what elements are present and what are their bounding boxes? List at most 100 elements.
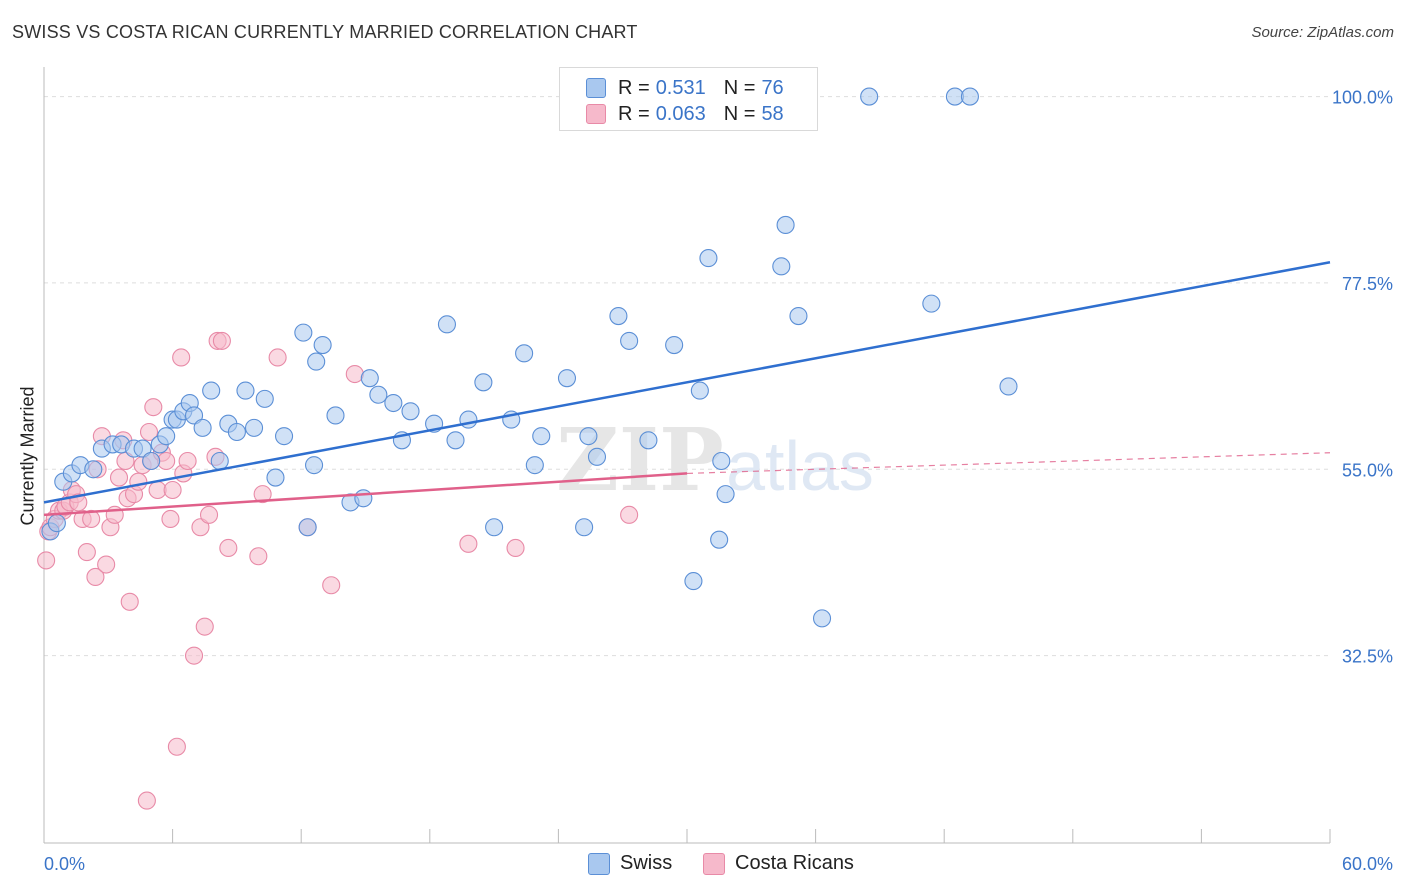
costa-rican-point (345, 364, 364, 384)
legend-swatch-costa (586, 104, 606, 124)
swiss-point (474, 373, 493, 392)
swiss-point (133, 439, 152, 458)
swiss-point (532, 427, 551, 446)
swiss-point (236, 381, 255, 400)
swiss-point (922, 294, 941, 313)
bottom-legend-swatch-costa (703, 852, 725, 875)
costa-rican-point (219, 538, 238, 558)
costa-rican-trend-extension (686, 452, 1331, 475)
legend-n-label: N = (723, 76, 756, 99)
watermark-atlas: atlas (726, 427, 874, 505)
swiss-point (609, 307, 628, 326)
costa-rican-point (191, 518, 210, 537)
swiss-point (298, 518, 317, 537)
swiss-point (789, 307, 808, 326)
correlation-legend: R = 0.531 N = 76 R = 0.063 N = 58 (559, 67, 818, 131)
swiss-point (360, 369, 379, 388)
costa-rican-point (157, 451, 176, 471)
costa-rican-point (322, 576, 341, 595)
chart-source: Source: ZipAtlas.com (1251, 24, 1394, 41)
swiss-point (716, 485, 735, 504)
costa-rican-trend-line (43, 472, 688, 517)
swiss-point (690, 381, 709, 400)
costa-rican-point (129, 472, 148, 491)
costa-rican-point (97, 555, 116, 574)
costa-rican-point (69, 493, 88, 512)
swiss-point (776, 215, 795, 234)
costa-rican-point (268, 348, 287, 367)
swiss-point (446, 431, 465, 450)
chart-title: SWISS VS COSTA RICAN CURRENTLY MARRIED C… (12, 22, 638, 42)
costa-rican-point (77, 543, 96, 562)
costa-rican-point (178, 451, 197, 471)
costa-rican-point (137, 791, 156, 810)
swiss-point (227, 422, 246, 442)
swiss-point (157, 427, 176, 446)
bottom-legend-swiss: Swiss (588, 852, 672, 875)
costa-rican-point (620, 505, 639, 524)
costa-rican-point (199, 505, 219, 524)
legend-row-costa: R = 0.063 N = 58 (586, 102, 784, 126)
swiss-point (712, 451, 731, 471)
swiss-point (999, 377, 1018, 396)
swiss-point (142, 451, 161, 471)
costa-rican-point (163, 480, 182, 500)
swiss-point (307, 352, 326, 371)
swiss-trend-line (43, 260, 1331, 504)
costa-rican-point (161, 509, 180, 529)
costa-rican-point (249, 547, 268, 566)
costa-rican-point (212, 331, 231, 350)
costa-rican-point (86, 567, 105, 587)
bottom-legend-costa: Costa Ricans (703, 852, 854, 875)
swiss-point (579, 427, 598, 446)
swiss-point (369, 385, 388, 404)
swiss-point (326, 406, 345, 425)
swiss-point (437, 315, 456, 334)
swiss-point (960, 87, 979, 106)
y-tick-label: 55.0% (1342, 460, 1393, 480)
legend-swatch-swiss (586, 78, 606, 98)
swiss-point (275, 427, 294, 446)
swiss-point (202, 381, 221, 400)
swiss-point (384, 393, 403, 413)
costa-rican-point (144, 398, 163, 417)
swiss-point (575, 518, 594, 537)
swiss-point (525, 456, 544, 475)
costa-rican-point (506, 538, 525, 558)
y-tick-label: 32.5% (1342, 647, 1393, 667)
costa-rican-point (167, 737, 186, 756)
legend-n-value-costa: 58 (761, 102, 784, 125)
y-tick-label: 77.5% (1342, 274, 1393, 294)
swiss-point (812, 609, 832, 628)
costa-rican-point (116, 451, 135, 471)
legend-r-label: R = (618, 102, 650, 125)
costa-rican-point (82, 509, 101, 529)
bottom-legend-swatch-swiss (588, 852, 610, 875)
swiss-point (244, 418, 264, 437)
costa-rican-point (37, 551, 56, 570)
swiss-point (47, 514, 66, 533)
legend-n-label: N = (723, 102, 756, 125)
legend-row-swiss: R = 0.531 N = 76 (586, 76, 784, 100)
swiss-point (193, 418, 212, 437)
swiss-point (772, 257, 791, 276)
costa-rican-point (253, 485, 272, 504)
swiss-point (305, 456, 324, 475)
swiss-point (84, 460, 103, 479)
costa-rican-point (148, 480, 167, 500)
swiss-point (485, 518, 504, 537)
costa-rican-point (109, 468, 129, 487)
swiss-point (699, 249, 718, 268)
swiss-point (587, 447, 607, 466)
watermark-zip: ZIP (556, 410, 724, 511)
costa-rican-point (120, 592, 139, 611)
costa-rican-point (195, 617, 214, 636)
swiss-point (354, 489, 373, 508)
costa-rican-point (184, 646, 204, 665)
swiss-point (515, 344, 534, 363)
legend-r-value-swiss: 0.531 (655, 76, 706, 99)
swiss-point (860, 87, 879, 106)
costa-rican-point (139, 422, 159, 442)
costa-rican-point (459, 534, 478, 553)
